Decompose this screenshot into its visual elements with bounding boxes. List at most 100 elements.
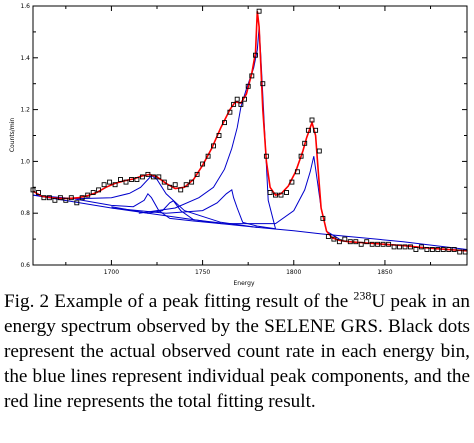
observed-point xyxy=(313,127,319,133)
observed-point xyxy=(267,190,273,195)
observed-point xyxy=(36,190,41,195)
component-line-3 xyxy=(74,192,221,225)
observed-point xyxy=(222,120,227,126)
observed-point xyxy=(364,239,370,245)
component-line-7 xyxy=(220,156,340,240)
y-tick-label: 0.6 xyxy=(20,262,30,269)
y-axis-label: Counts/min xyxy=(9,118,16,152)
observed-point xyxy=(167,184,173,190)
x-tick-label: 1850 xyxy=(377,269,392,276)
observed-point xyxy=(347,239,353,245)
observed-point xyxy=(96,187,102,193)
total-fit-line xyxy=(32,11,468,252)
observed-points xyxy=(30,8,468,255)
observed-point xyxy=(391,244,397,250)
observed-point xyxy=(408,244,413,250)
observed-point xyxy=(451,247,457,252)
observed-point xyxy=(309,117,315,123)
observed-point xyxy=(289,179,295,185)
figure: 1700 1750 1800 1850 0.6 0.8 1.0 1.2 1.4 1.6 Count… xyxy=(9,3,468,287)
observed-point xyxy=(294,169,300,175)
observed-point xyxy=(397,244,402,250)
observed-point xyxy=(227,109,233,115)
component-line-2 xyxy=(32,174,258,228)
x-tick-label: 1750 xyxy=(195,269,210,276)
observed-point xyxy=(46,195,52,201)
total-fit-line-group xyxy=(32,11,468,252)
observed-point xyxy=(278,192,284,198)
observed-point xyxy=(238,101,244,107)
observed-point xyxy=(429,247,435,252)
observed-point xyxy=(253,52,258,58)
observed-point xyxy=(375,241,381,247)
observed-point xyxy=(231,101,237,107)
x-axis-label: Energy xyxy=(233,280,254,287)
spectrum-chart: 1700 1750 1800 1850 0.6 0.8 1.0 1.2 1.4 1.6 Count… xyxy=(9,3,468,287)
observed-point xyxy=(273,192,278,198)
caption-line-2: in an energy spectrum observed by the SE… xyxy=(4,291,471,337)
component-line-4 xyxy=(111,200,221,224)
observed-point xyxy=(263,153,269,159)
observed-point xyxy=(52,197,58,203)
observed-point xyxy=(101,182,107,188)
observed-point xyxy=(386,241,392,247)
observed-point xyxy=(211,143,216,149)
observed-point xyxy=(150,174,156,180)
observed-point xyxy=(249,73,255,79)
observed-point xyxy=(353,239,359,245)
observed-point xyxy=(156,174,162,180)
observed-point xyxy=(68,195,74,201)
observed-point xyxy=(172,182,178,188)
y-tick-label: 1.2 xyxy=(20,107,30,114)
observed-point xyxy=(440,247,446,252)
observed-point xyxy=(145,171,151,177)
observed-point xyxy=(57,195,63,201)
caption-line-4: each energy bin, the blue lines represen… xyxy=(4,341,470,387)
caption-line-3: Black dots represent the actual observed… xyxy=(4,316,470,362)
observed-point xyxy=(216,133,222,138)
caption-line-1: Fig. 2 Example of a peak fitting result … xyxy=(4,288,427,312)
observed-point xyxy=(336,239,342,245)
observed-point xyxy=(112,182,118,188)
figure-caption: Fig. 2 Example of a peak fitting result … xyxy=(4,289,470,414)
observed-point xyxy=(435,247,441,252)
observed-point xyxy=(183,182,189,188)
caption-line-5: peak components, and the red line repres… xyxy=(4,366,471,412)
observed-point xyxy=(245,83,251,89)
component-line-5 xyxy=(111,189,276,230)
observed-point xyxy=(205,153,211,159)
observed-point xyxy=(123,179,129,185)
observed-point xyxy=(358,241,364,247)
observed-point xyxy=(380,241,386,247)
observed-point xyxy=(189,179,195,185)
observed-point xyxy=(134,177,140,182)
observed-point xyxy=(118,177,123,182)
x-tick-label: 1700 xyxy=(104,269,119,276)
observed-point xyxy=(325,234,331,239)
observed-point xyxy=(302,140,308,146)
observed-point xyxy=(418,244,424,250)
observed-point xyxy=(129,177,134,182)
observed-point xyxy=(90,190,96,195)
observed-point xyxy=(331,236,337,242)
observed-point xyxy=(369,241,375,247)
observed-point xyxy=(305,127,311,133)
observed-point xyxy=(284,190,289,195)
observed-point xyxy=(234,96,240,102)
isotope-superscript: 238 xyxy=(353,288,372,303)
observed-point xyxy=(139,174,145,180)
observed-point xyxy=(178,187,184,193)
observed-point xyxy=(424,247,430,252)
observed-point xyxy=(298,153,304,159)
observed-point xyxy=(320,215,326,221)
observed-point xyxy=(342,236,348,242)
observed-point xyxy=(316,148,322,154)
caption-line-6: fitting result. xyxy=(216,391,316,412)
observed-point xyxy=(402,244,408,250)
y-tick-label: 1.4 xyxy=(20,55,30,62)
axis-ticks: 1700 1750 1800 1850 0.6 0.8 1.0 1.2 1.4 1.6 xyxy=(20,3,467,276)
observed-point xyxy=(79,195,85,201)
observed-point xyxy=(242,96,247,102)
observed-point xyxy=(194,171,200,177)
caption-line-1-end: U peak xyxy=(371,291,427,312)
